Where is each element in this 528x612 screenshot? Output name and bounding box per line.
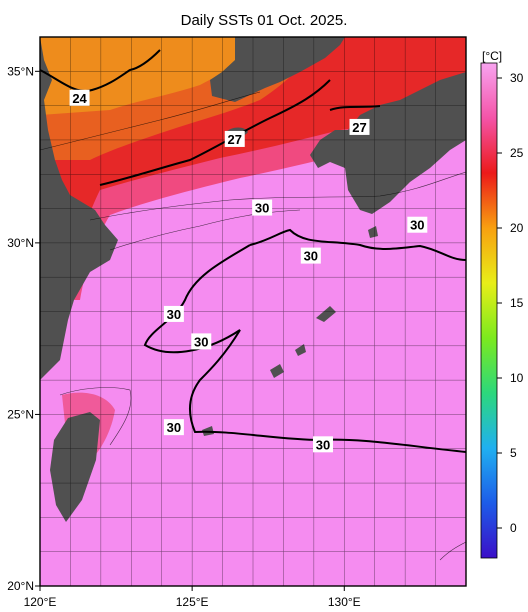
contour-24	[40, 49, 161, 92]
contour-labels: 24 27 27 30 30 30 30 30 30 30	[69, 89, 428, 453]
contour-label: 30	[316, 437, 330, 452]
colorbar-tick-label: 0	[510, 521, 517, 535]
contour-label-bg	[312, 436, 333, 453]
contour-label-bg	[407, 216, 428, 233]
contour-label-bg	[163, 305, 184, 322]
map-title: Daily SSTs 01 Oct. 2025.	[180, 12, 348, 29]
contour-label: 30	[194, 334, 208, 349]
y-tick-label: 30°N	[7, 236, 34, 250]
colorbar-tick-label: 5	[510, 446, 517, 460]
ryukyu-island-b	[295, 344, 306, 356]
sst-coolest-zone	[40, 37, 260, 115]
contour-label-bg	[69, 89, 90, 106]
colorbar-tick-label: 30	[510, 71, 524, 85]
colorbar-unit-label: [°C]	[482, 49, 502, 63]
contour-label: 27	[228, 132, 242, 147]
contour-label-bg	[163, 419, 184, 436]
contour-label: 30	[167, 307, 181, 322]
contour-label: 30	[410, 218, 424, 233]
contour-27-east	[329, 105, 381, 111]
japan-kyushu-shikoku	[310, 72, 466, 214]
map-plot-area: 24 27 27 30 30 30 30 30 30 30	[40, 37, 466, 586]
contour-label: 30	[167, 420, 181, 435]
contour-label-bg	[349, 118, 370, 135]
taiwan-island	[50, 412, 100, 522]
zhoushan-island	[44, 200, 58, 218]
tanegashima-island	[368, 226, 378, 238]
map-grid	[40, 37, 466, 586]
colorbar	[480, 62, 498, 559]
contour-label-bg	[224, 130, 245, 147]
y-tick-label: 25°N	[7, 407, 34, 421]
contour-label-bg	[252, 199, 273, 216]
contour-label-bg	[191, 333, 212, 350]
map-frame	[39, 36, 467, 587]
okinawa-island	[316, 306, 336, 322]
korea-peninsula	[210, 37, 345, 102]
x-tick-label: 120°E	[24, 595, 57, 609]
axis-labels: 120°E 125°E 130°E 20°N 25°N 30°N 35°N	[7, 64, 361, 609]
colorbar-ticks: 0 5 10 15 20 25 30	[497, 71, 524, 535]
colorbar-tick-label: 15	[510, 296, 524, 310]
contour-label: 30	[255, 201, 269, 216]
contour-label: 27	[352, 120, 366, 135]
contour-label: 24	[72, 91, 87, 106]
colorbar-tick-label: 20	[510, 221, 524, 235]
contour-30-north	[249, 228, 466, 261]
y-tick-label: 35°N	[7, 64, 34, 78]
axis-ticks	[35, 70, 345, 591]
ryukyu-island-a	[270, 364, 284, 378]
y-tick-label: 20°N	[7, 579, 34, 593]
x-tick-label: 130°E	[328, 595, 361, 609]
colorbar-tick-label: 10	[510, 371, 524, 385]
contour-label-bg	[300, 247, 321, 264]
contour-label: 30	[304, 249, 318, 264]
x-tick-label: 125°E	[176, 595, 209, 609]
colorbar-tick-label: 25	[510, 146, 524, 160]
